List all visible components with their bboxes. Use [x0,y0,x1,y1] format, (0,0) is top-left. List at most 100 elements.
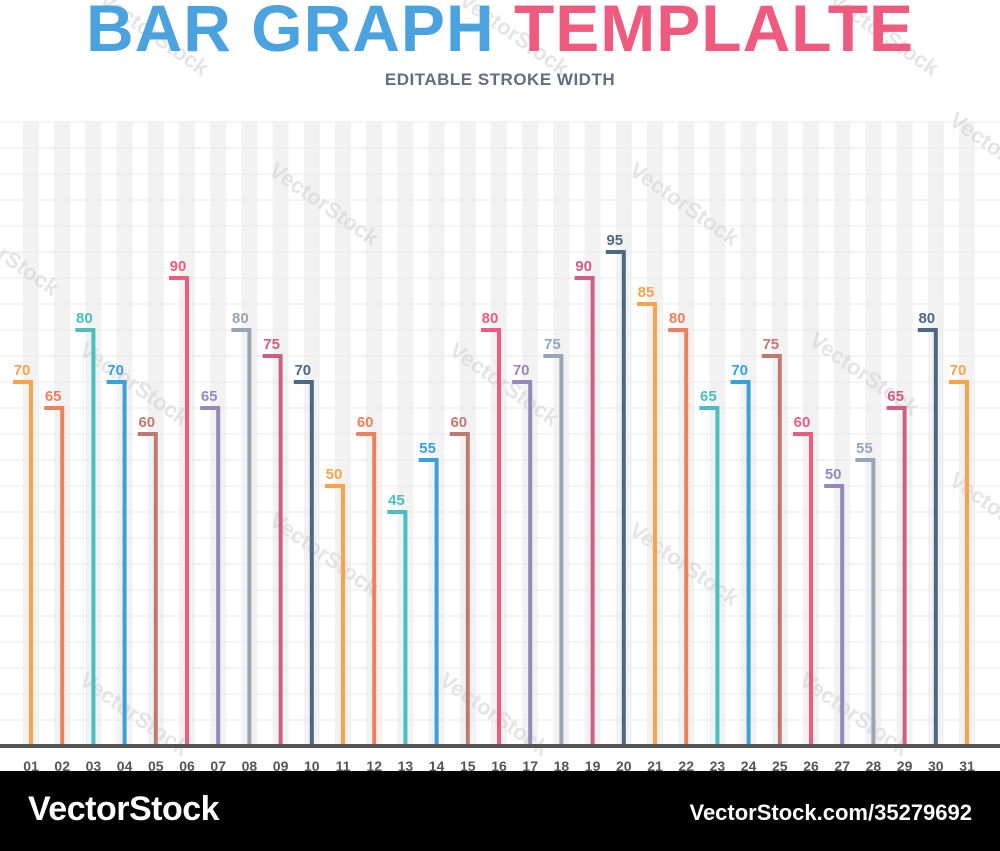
bar [824,484,845,746]
x-tick-label: 14 [429,758,445,771]
bar-value-label: 70 [107,362,124,379]
x-tick-label: 03 [86,758,102,771]
x-tick-label: 30 [928,758,944,771]
bar-value-label: 60 [357,414,374,431]
bar-value-label: 65 [700,388,717,405]
bar [293,380,314,746]
bar [793,432,813,746]
bar [13,380,33,746]
bar [200,406,221,746]
bar [75,328,96,746]
bar [730,380,751,746]
bar-value-label: 75 [544,336,561,353]
bar-value-label: 90 [170,258,187,275]
bar [169,276,189,746]
title-part-1: BAR GRAPH [85,0,495,65]
x-tick-label: 10 [304,758,320,771]
footer-bar: VectorStock VectorStock.com/35279692 [0,771,1000,851]
x-tick-labels: 01 02 03 04 05 06 07 08 09 10 11 12 13 14 15 16 17 18 19 20… [23,758,975,771]
bar-value-label: 75 [762,336,779,353]
bar [449,432,470,746]
bar-value-label: 45 [388,492,405,509]
bar-value-label: 70 [950,362,967,379]
bar-value-label: 95 [606,232,623,249]
chart-subtitle: EDITABLE STROKE WIDTH [384,70,616,89]
x-tick-label: 08 [242,758,258,771]
bar [387,510,408,746]
bar [855,458,876,746]
bar-value-label: 70 [14,362,31,379]
x-tick-label: 01 [23,758,39,771]
x-tick-label: 18 [554,758,570,771]
bar-value-label: 70 [294,362,311,379]
bar [137,432,158,746]
bar-value-label: 55 [856,440,873,457]
bar-value-label: 80 [669,310,686,327]
x-tick-label: 07 [210,758,226,771]
x-tick-label: 23 [710,758,726,771]
x-tick-label: 22 [678,758,694,771]
bar [356,432,377,746]
bar-value-label: 80 [76,310,93,327]
bar-value-label: 90 [575,258,592,275]
bar [231,328,252,746]
x-tick-label: 27 [834,758,850,771]
bar-value-label: 50 [825,466,842,483]
title-part-2: TEMPLALTE [513,0,915,65]
x-tick-label: 13 [398,758,414,771]
bar-value-label: 70 [513,362,530,379]
bar-value-label: 55 [419,440,436,457]
bar [574,276,595,746]
bar-value-label: 80 [482,310,499,327]
x-tick-label: 25 [772,758,788,771]
bar [886,406,907,746]
bar-chart: VectorStock VectorStockVectorStockVectorS… [0,0,1000,771]
x-tick-label: 31 [959,758,975,771]
x-tick-label: 20 [616,758,632,771]
bar [262,354,283,746]
bar [699,406,720,746]
bar-value-label: 60 [794,414,811,431]
bar [637,302,657,746]
bar [949,380,969,746]
x-tick-label: 15 [460,758,476,771]
x-tick-label: 28 [866,758,882,771]
chart-title: BAR GRAPH TEMPLALTE [0,0,1000,66]
x-tick-label: 04 [117,758,133,771]
x-tick-label: 21 [647,758,663,771]
footer-stock-id: VectorStock.com/35279692 [689,800,972,825]
bar [106,380,127,746]
bar-value-label: 60 [138,414,155,431]
bar [481,328,501,746]
bar-value-label: 65 [201,388,218,405]
bar [917,328,938,746]
x-tick-label: 17 [522,758,538,771]
footer-brand: VectorStock [28,790,220,828]
bar [44,406,65,746]
x-tick-label: 19 [585,758,601,771]
bar-value-label: 70 [731,362,748,379]
bar [418,458,439,746]
bar-value-label: 50 [326,466,343,483]
x-tick-label: 26 [803,758,819,771]
bar [761,354,782,746]
bar-value-label: 85 [638,284,655,301]
bar-value-label: 80 [918,310,935,327]
x-tick-label: 09 [273,758,289,771]
x-tick-label: 24 [741,758,757,771]
x-tick-label: 05 [148,758,164,771]
bar-value-label: 65 [45,388,62,405]
bar [325,484,345,746]
x-tick-label: 12 [366,758,382,771]
x-tick-label: 11 [336,758,351,771]
bar [605,250,626,746]
bars-layer: 70 65 80 70 60 90 65 80 75 70 50 60 45 55 60 80 70 75 90 95… [13,232,969,746]
bar-value-label: 75 [263,336,280,353]
x-tick-label: 16 [491,758,507,771]
bar-value-label: 65 [887,388,904,405]
x-tick-label: 29 [897,758,913,771]
bar [668,328,689,746]
bar [543,354,564,746]
x-tick-label: 06 [179,758,195,771]
bar-value-label: 80 [232,310,249,327]
